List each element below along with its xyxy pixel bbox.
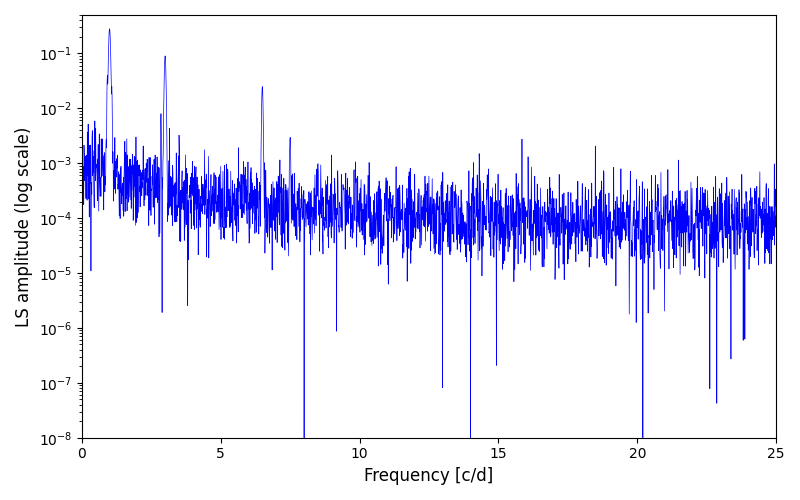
Y-axis label: LS amplitude (log scale): LS amplitude (log scale) [15,126,33,326]
X-axis label: Frequency [c/d]: Frequency [c/d] [364,467,494,485]
